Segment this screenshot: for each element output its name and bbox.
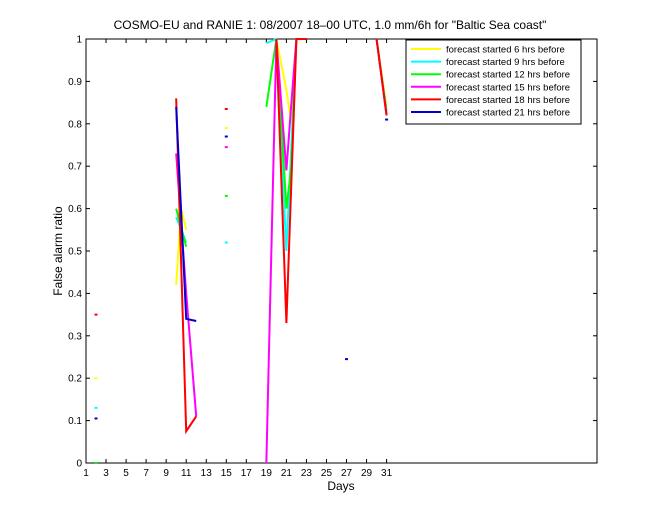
legend-label: forecast started 15 hrs before	[446, 82, 570, 93]
x-tick-label: 15	[221, 468, 233, 479]
y-tick-label: 0.7	[68, 162, 82, 173]
y-tick-label: 0.4	[68, 289, 82, 300]
y-axis-title: False alarm ratio	[51, 206, 65, 296]
x-tick-label: 17	[241, 468, 253, 479]
y-tick-label: 0.6	[68, 204, 82, 215]
series-line	[375, 38, 388, 116]
x-tick-label: 21	[281, 468, 293, 479]
y-tick-label: 0.9	[68, 77, 82, 88]
y-axis-ticks: 0 0.1 0.2 0.3 0.4 0.5 0.6 0.7 0.8 0.9 1	[68, 35, 597, 470]
legend-label: forecast started 18 hrs before	[446, 95, 570, 106]
x-axis-ticks: 1 3 5 7 9 11 13 15 17 19 21 23 25 27 29 31	[83, 39, 393, 479]
series-6	[94, 106, 389, 420]
chart-title: COSMO-EU and RANIE 1: 08/2007 18–00 UTC,…	[114, 18, 547, 32]
x-tick-label: 13	[201, 468, 213, 479]
series-line	[275, 38, 307, 324]
legend-box	[405, 39, 582, 125]
series-layer	[94, 37, 389, 464]
x-tick-label: 29	[361, 468, 373, 479]
series-line	[175, 106, 197, 322]
x-tick-label: 31	[381, 468, 393, 479]
y-tick-label: 0.2	[68, 374, 82, 385]
y-tick-label: 0.3	[68, 331, 82, 342]
series-line	[175, 98, 198, 435]
legend-label: forecast started 12 hrs before	[446, 70, 570, 81]
x-tick-label: 25	[321, 468, 333, 479]
x-tick-label: 7	[143, 468, 149, 479]
series-5	[94, 38, 388, 435]
x-tick-label: 9	[163, 468, 169, 479]
y-tick-label: 0.8	[68, 119, 82, 130]
legend-label: forecast started 9 hrs before	[446, 57, 565, 68]
x-tick-label: 19	[261, 468, 273, 479]
x-tick-label: 1	[83, 468, 89, 479]
y-tick-label: 0	[76, 459, 82, 470]
legend-label: forecast started 6 hrs before	[446, 45, 565, 56]
x-tick-label: 11	[181, 468, 192, 479]
x-tick-label: 5	[123, 468, 129, 479]
y-tick-label: 1	[76, 35, 82, 46]
legend-label: forecast started 21 hrs before	[446, 108, 570, 119]
x-axis-title: Days	[327, 479, 354, 493]
x-tick-label: 3	[103, 468, 109, 479]
x-tick-label: 23	[301, 468, 313, 479]
x-tick-label: 27	[341, 468, 353, 479]
y-tick-label: 0.5	[68, 247, 82, 258]
y-tick-label: 0.1	[68, 416, 82, 427]
